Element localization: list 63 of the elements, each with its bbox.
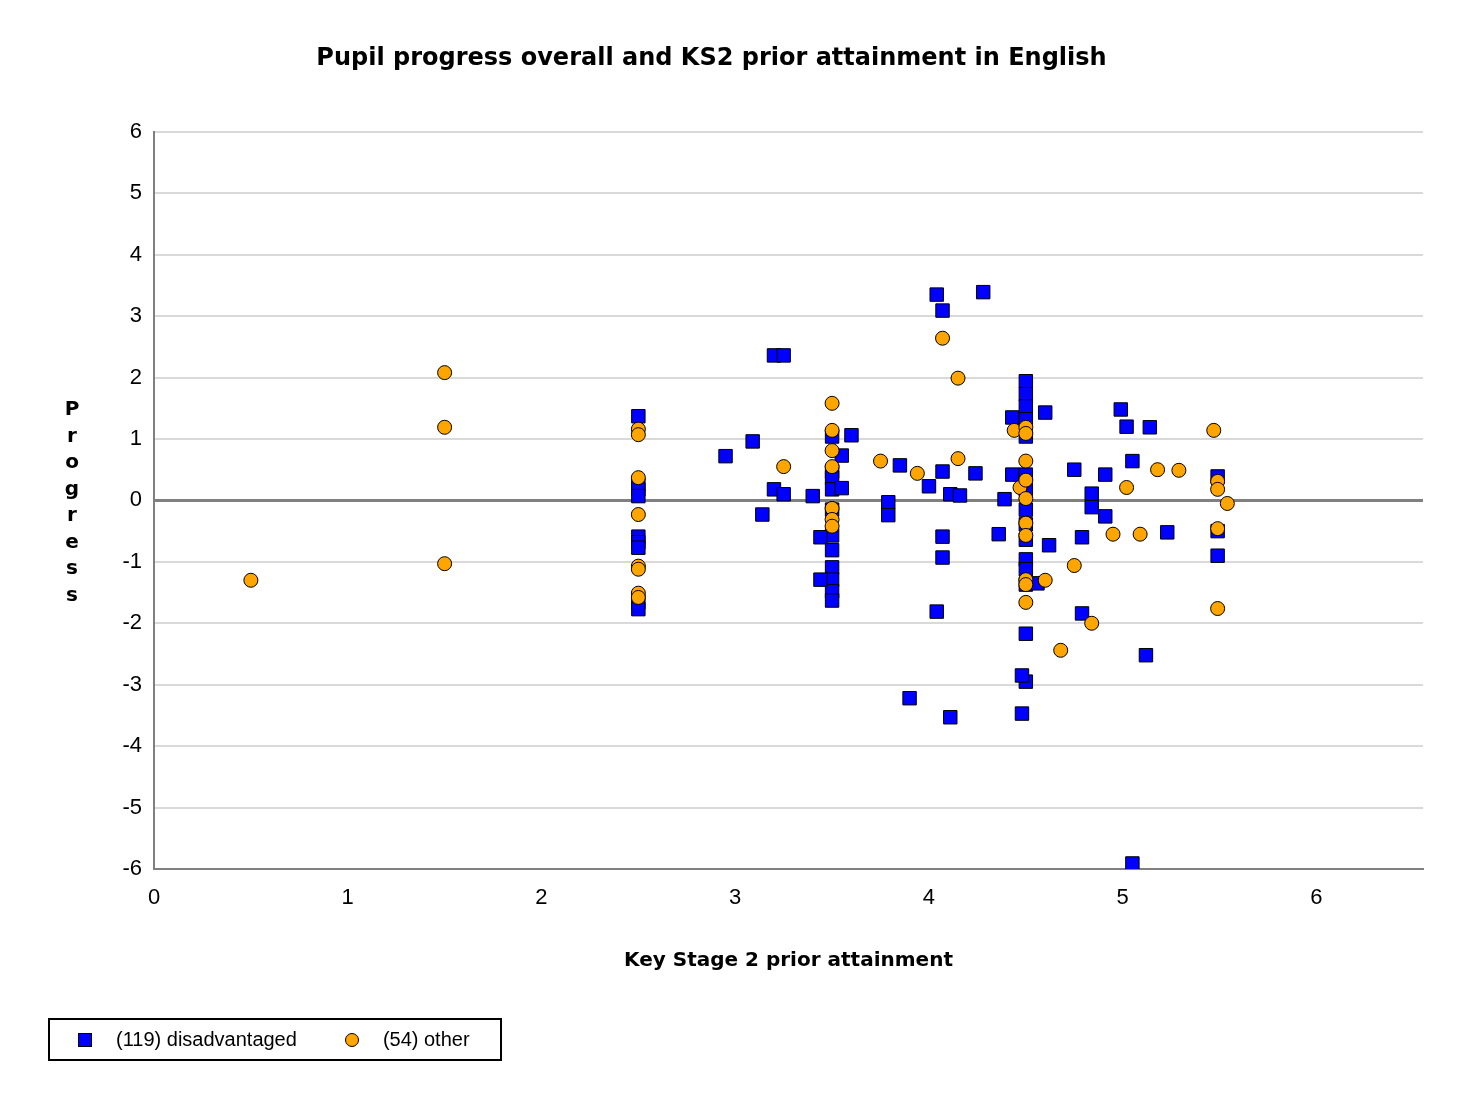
point xyxy=(1210,481,1226,497)
y-tick-label: 3 xyxy=(129,302,142,328)
point xyxy=(630,427,646,443)
point xyxy=(1066,558,1082,574)
point xyxy=(824,518,840,534)
point xyxy=(243,572,259,588)
x-tick-label: 5 xyxy=(1116,884,1129,910)
point xyxy=(1219,495,1235,511)
legend-label: (119) disadvantaged xyxy=(116,1028,297,1051)
y-tick-label: -1 xyxy=(122,547,142,573)
y-tick-label: 6 xyxy=(129,117,142,143)
point xyxy=(1018,594,1034,610)
point xyxy=(824,422,840,438)
point xyxy=(1119,480,1135,495)
point xyxy=(1084,615,1100,631)
point xyxy=(950,370,966,386)
point xyxy=(1018,491,1034,507)
y-tick-label: -3 xyxy=(122,670,142,696)
y-axis-title: Progress xyxy=(63,395,81,607)
point xyxy=(630,589,646,605)
point xyxy=(1018,425,1034,441)
x-tick-label: 1 xyxy=(341,884,354,910)
point xyxy=(950,451,966,467)
x-axis-title: Key Stage 2 prior attainment xyxy=(624,947,954,972)
point xyxy=(909,465,925,481)
point xyxy=(1018,453,1034,469)
point xyxy=(1037,572,1053,588)
point xyxy=(1206,422,1222,438)
y-tick-label: -5 xyxy=(122,793,142,819)
y-tick-label: -6 xyxy=(122,855,142,881)
x-tick-label: 2 xyxy=(535,884,548,910)
point xyxy=(1210,601,1226,617)
chart-title: Pupil progress overall and KS2 prior attainment in English xyxy=(316,42,1107,71)
point xyxy=(437,419,453,435)
point xyxy=(824,459,840,475)
point xyxy=(824,395,840,411)
point xyxy=(1018,472,1034,488)
y-tick-label: 0 xyxy=(129,486,142,512)
x-tick-label: 3 xyxy=(729,884,742,910)
point xyxy=(1053,642,1069,658)
point xyxy=(1171,462,1187,478)
point xyxy=(630,507,646,523)
point xyxy=(776,459,792,475)
point xyxy=(1150,462,1166,478)
point xyxy=(873,453,889,469)
point xyxy=(1018,527,1034,543)
y-tick-label: 1 xyxy=(129,425,142,451)
x-tick-label: 4 xyxy=(922,884,936,910)
y-tick-label: 2 xyxy=(129,363,142,389)
y-tick-label: 5 xyxy=(129,179,142,205)
point xyxy=(1105,526,1121,542)
x-tick-label: 6 xyxy=(1310,884,1323,910)
point xyxy=(824,443,840,459)
y-tick-label: -2 xyxy=(122,609,142,635)
point xyxy=(630,470,646,486)
legend-label: (54) other xyxy=(382,1028,470,1051)
point xyxy=(1132,526,1148,542)
point xyxy=(935,330,951,346)
point xyxy=(437,365,453,381)
y-tick-label: 4 xyxy=(129,240,142,266)
x-tick-label: 0 xyxy=(147,884,161,910)
y-tick-label: -4 xyxy=(122,732,142,758)
point xyxy=(437,556,453,572)
